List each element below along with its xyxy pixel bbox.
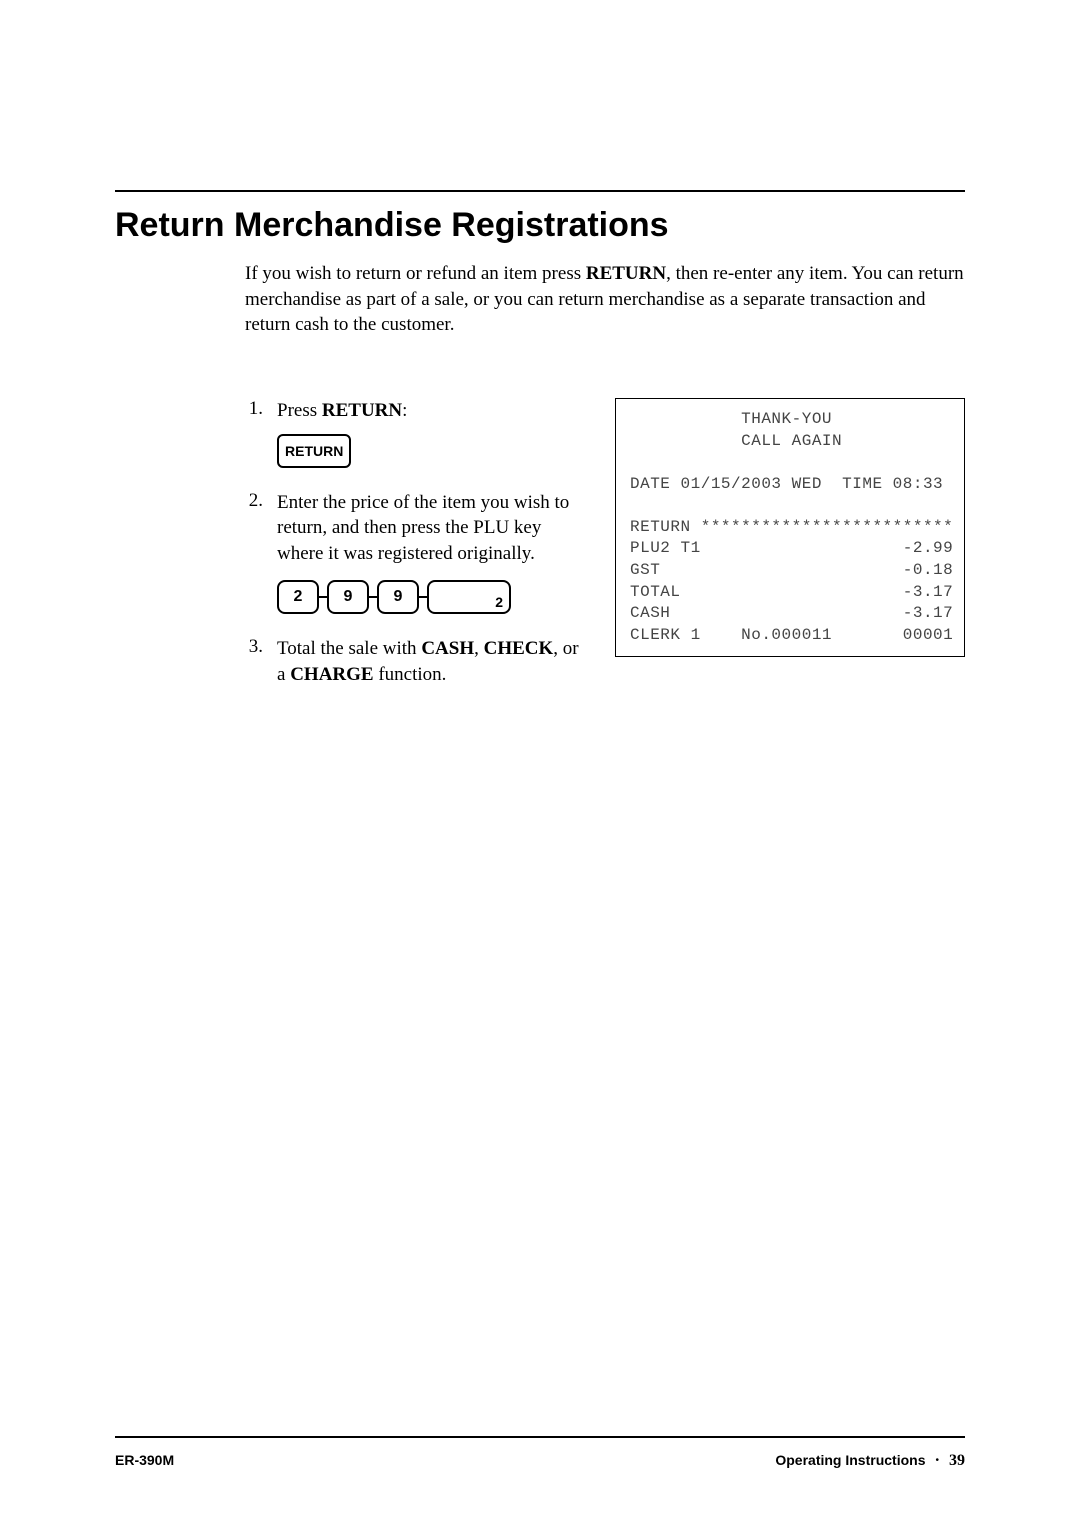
step-3: 3. Total the sale with CASH, CHECK, or a… [245, 636, 587, 687]
step-3-kw1: CASH [421, 638, 474, 659]
step-1-num: 1. [245, 398, 263, 420]
footer: ER-390M Operating Instructions • 39 [115, 1452, 965, 1470]
step-3-row: 3. Total the sale with CASH, CHECK, or a… [245, 636, 587, 687]
receipt-box: THANK-YOU CALL AGAIN DATE 01/15/2003 WED… [615, 398, 965, 658]
key-connector-1 [319, 596, 327, 598]
footer-page-number: 39 [949, 1452, 965, 1470]
key-plu2: 2 [427, 580, 511, 614]
step-1-row: 1. Press RETURN: [245, 398, 587, 424]
body-row: 1. Press RETURN: RETURN 2. Enter the pri… [245, 398, 965, 710]
key-connector-2 [369, 596, 377, 598]
step-2-text: Enter the price of the item you wish to … [277, 490, 587, 567]
step-3-post: function. [374, 664, 447, 685]
step-1-pre: Press [277, 400, 322, 421]
step-1-post: : [402, 400, 407, 421]
page: Return Merchandise Registrations If you … [0, 0, 1080, 1528]
step-2-num: 2. [245, 490, 263, 512]
step-1: 1. Press RETURN: RETURN [245, 398, 587, 468]
step-3-sep1: , [474, 638, 484, 659]
step-3-num: 3. [245, 636, 263, 658]
step-3-kw3: CHARGE [290, 664, 373, 685]
intro-paragraph: If you wish to return or refund an item … [245, 261, 965, 338]
step-2: 2. Enter the price of the item you wish … [245, 490, 587, 615]
step-2-row: 2. Enter the price of the item you wish … [245, 490, 587, 567]
intro-kw-return: RETURN [586, 263, 666, 284]
key-9b: 9 [377, 580, 419, 614]
step-1-kw: RETURN [322, 400, 402, 421]
key-2: 2 [277, 580, 319, 614]
receipt-column: THANK-YOU CALL AGAIN DATE 01/15/2003 WED… [615, 398, 965, 658]
return-keycap: RETURN [277, 434, 351, 468]
step-1-text: Press RETURN: [277, 398, 587, 424]
step-3-pre: Total the sale with [277, 638, 421, 659]
key-connector-3 [419, 596, 427, 598]
top-rule [115, 190, 965, 192]
footer-bullet: • [935, 1455, 939, 1466]
key-sequence: 2 9 9 2 [277, 580, 587, 614]
bottom-rule [115, 1436, 965, 1438]
page-title: Return Merchandise Registrations [115, 206, 965, 245]
footer-section: Operating Instructions [775, 1452, 925, 1468]
key-9a: 9 [327, 580, 369, 614]
footer-left: ER-390M [115, 1452, 174, 1470]
step-3-text: Total the sale with CASH, CHECK, or a CH… [277, 636, 587, 687]
step-3-kw2: CHECK [484, 638, 554, 659]
footer-right: Operating Instructions • 39 [775, 1452, 965, 1470]
intro-pre: If you wish to return or refund an item … [245, 263, 586, 284]
steps-column: 1. Press RETURN: RETURN 2. Enter the pri… [245, 398, 587, 710]
steps-list: 1. Press RETURN: RETURN 2. Enter the pri… [245, 398, 587, 688]
